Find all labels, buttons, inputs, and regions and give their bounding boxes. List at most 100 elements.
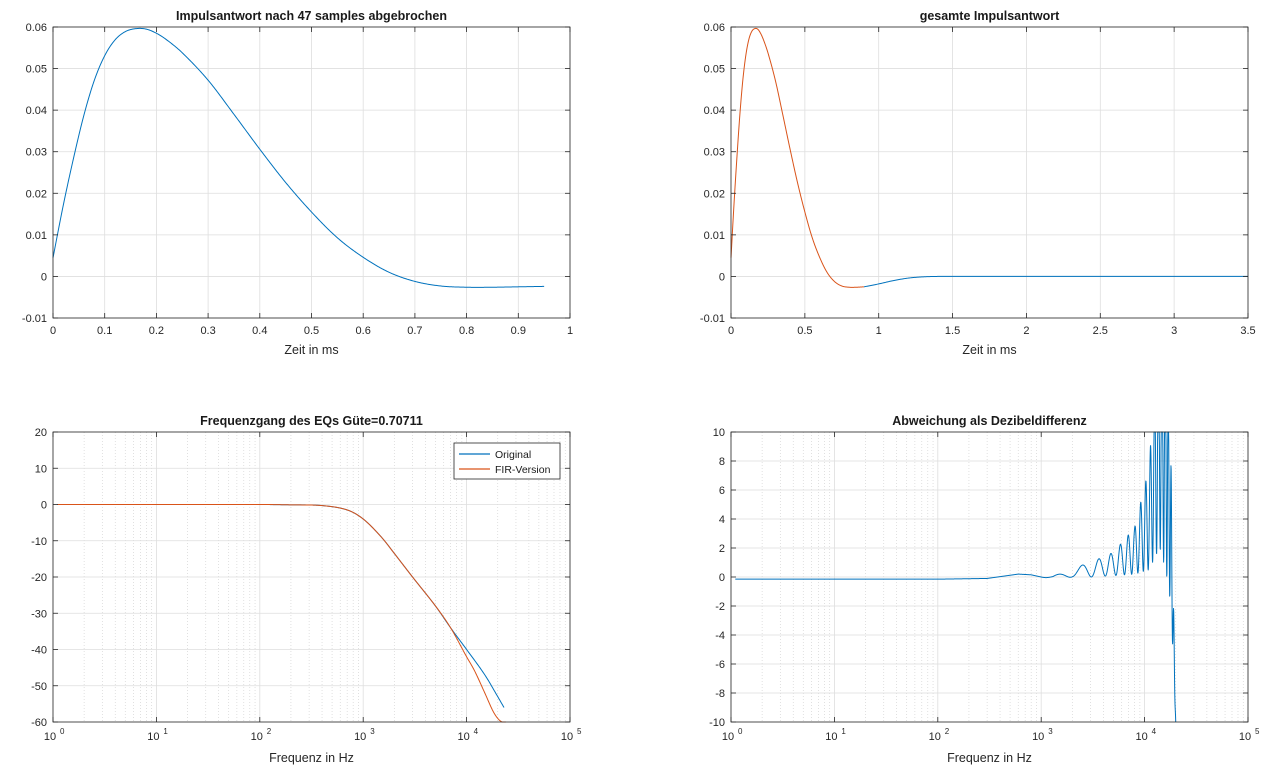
- y-tick-label: -0.01: [700, 313, 725, 325]
- x-tick-label: 0.2: [149, 325, 164, 337]
- y-tick-label: -8: [715, 688, 725, 700]
- x-tick-label: 0.9: [511, 325, 526, 337]
- x-tick-label: 10: [44, 731, 56, 743]
- x-tick-label: 10: [147, 731, 159, 743]
- legend: Original FIR-Version: [453, 442, 561, 480]
- x-tick-label: 10: [1032, 731, 1044, 743]
- y-tick-label: 0.04: [26, 105, 47, 117]
- y-tick-label: 0.04: [704, 105, 725, 117]
- x-tick-label: 10: [722, 731, 734, 743]
- y-tick-label: -10: [31, 536, 47, 548]
- y-tick-label: 0.03: [704, 147, 725, 159]
- plot-impulse-truncated: 0 0.1 0.2 0.3 0.4 0.5 0.6 0.7 0.8 0.9 1-0.0100.010…: [22, 9, 573, 357]
- y-tick-label: -40: [31, 645, 47, 657]
- y-tick-label: -4: [715, 630, 725, 642]
- x-tick-label: 0: [728, 325, 734, 337]
- x-axis-label: Frequenz in Hz: [947, 751, 1032, 765]
- y-tick-label: 20: [35, 427, 47, 439]
- x-tick-label: 0.5: [304, 325, 319, 337]
- x-tick-label: 2.5: [1093, 325, 1108, 337]
- y-tick-label: -6: [715, 659, 725, 671]
- x-tick-label: 10: [1135, 731, 1147, 743]
- x-tick-label: 2: [1023, 325, 1029, 337]
- plot-impulse-full: 0 0.5 1 1.5 2 2.5 3 3.5-0.0100.010.020.030.040.…: [700, 9, 1256, 357]
- y-tick-label: 10: [713, 427, 725, 439]
- x-tick-label: 10: [251, 731, 263, 743]
- y-tick-label: -10: [709, 717, 725, 729]
- series-line-0: [863, 275, 1248, 288]
- y-tick-label: 4: [719, 514, 725, 526]
- x-tick-exponent: 0: [738, 727, 743, 736]
- x-tick-label: 10: [354, 731, 366, 743]
- x-tick-exponent: 3: [1048, 727, 1053, 736]
- chart-title: Impulsantwort nach 47 samples abgebroche…: [176, 9, 447, 23]
- y-tick-label: 0.05: [704, 64, 725, 76]
- y-tick-label: -50: [31, 681, 47, 693]
- y-tick-label: -2: [715, 601, 725, 613]
- y-tick-label: 0.03: [26, 147, 47, 159]
- x-tick-label: 3: [1171, 325, 1177, 337]
- x-tick-label: 0: [50, 325, 56, 337]
- x-tick-label: 10: [561, 731, 573, 743]
- x-tick-exponent: 5: [577, 727, 582, 736]
- x-tick-exponent: 1: [841, 727, 846, 736]
- x-tick-label: 10: [929, 731, 941, 743]
- x-tick-label: 0.7: [407, 325, 422, 337]
- y-tick-label: 0.06: [704, 22, 725, 34]
- legend-box: [453, 442, 561, 480]
- x-tick-label: 0.3: [200, 325, 215, 337]
- y-tick-label: -60: [31, 717, 47, 729]
- x-tick-exponent: 5: [1255, 727, 1260, 736]
- y-tick-label: 0.06: [26, 22, 47, 34]
- legend-label: FIR-Version: [495, 464, 551, 476]
- x-tick-label: 1: [567, 325, 573, 337]
- x-tick-label: 10: [457, 731, 469, 743]
- plot-frequency-response: 10 0 10 1 10 2 10 3 10 4 10 5 -60 -50 -40 -30 -20 -10 0 10 2…: [31, 414, 582, 765]
- x-tick-label: 1.5: [945, 325, 960, 337]
- x-tick-label: 10: [825, 731, 837, 743]
- x-tick-label: 1: [876, 325, 882, 337]
- series-line-0: [734, 431, 1177, 723]
- chart-title: gesamte Impulsantwort: [920, 9, 1060, 23]
- x-tick-label: 0.1: [97, 325, 112, 337]
- x-axis-label: Zeit in ms: [284, 343, 338, 357]
- y-tick-label: -30: [31, 608, 47, 620]
- plot-area: [731, 27, 1248, 318]
- x-tick-exponent: 1: [163, 727, 168, 736]
- x-tick-label: 0.6: [356, 325, 371, 337]
- y-tick-label: -0.01: [22, 313, 47, 325]
- series-line-fir-version: [57, 503, 506, 723]
- chart-title: Frequenzgang des EQs Güte=0.70711: [200, 414, 423, 428]
- plot-db-difference: 10 0 10 1 10 2 10 3 10 4 10 5 -10 -8 -6 -4 -2 0 2 4 6 8 10 Abwe…: [709, 414, 1260, 765]
- x-tick-label: 3.5: [1240, 325, 1255, 337]
- x-tick-exponent: 4: [474, 727, 479, 736]
- x-tick-exponent: 3: [370, 727, 375, 736]
- axes-box: [730, 26, 1249, 319]
- x-tick-label: 10: [1239, 731, 1251, 743]
- y-tick-label: 0: [719, 271, 725, 283]
- y-tick-label: 2: [719, 543, 725, 555]
- x-tick-label: 0.5: [797, 325, 812, 337]
- series-line-1: [730, 27, 865, 288]
- y-tick-label: 0.02: [704, 188, 725, 200]
- x-tick-label: 0.8: [459, 325, 474, 337]
- x-tick-exponent: 4: [1152, 727, 1157, 736]
- y-tick-label: 0: [719, 572, 725, 584]
- y-tick-label: 0.01: [26, 230, 47, 242]
- x-tick-exponent: 0: [60, 727, 65, 736]
- x-tick-exponent: 2: [945, 727, 950, 736]
- y-tick-label: 10: [35, 463, 47, 475]
- x-axis-label: Frequenz in Hz: [269, 751, 354, 765]
- series-line-0: [52, 27, 545, 288]
- legend-label: Original: [495, 449, 531, 461]
- y-tick-label: 8: [719, 456, 725, 468]
- x-tick-label: 0.4: [252, 325, 267, 337]
- chart-title: Abweichung als Dezibeldifferenz: [892, 414, 1086, 428]
- y-tick-label: 0.01: [704, 230, 725, 242]
- y-tick-label: 0.02: [26, 188, 47, 200]
- y-tick-label: 0: [41, 271, 47, 283]
- x-tick-exponent: 2: [267, 727, 272, 736]
- y-tick-label: 6: [719, 485, 725, 497]
- x-axis-label: Zeit in ms: [962, 343, 1016, 357]
